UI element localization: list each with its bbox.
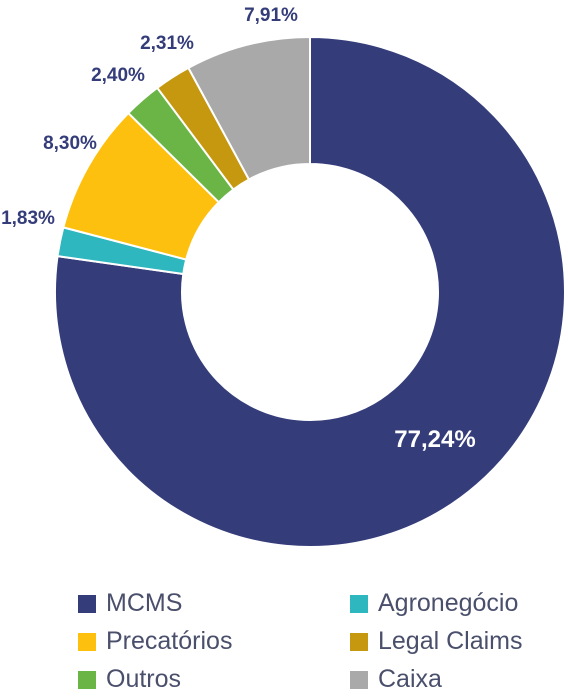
data-label-agronegócio: 1,83%: [1, 208, 55, 229]
legend-label: Legal Claims: [378, 627, 523, 655]
data-label-outros: 2,40%: [91, 65, 145, 86]
legend-swatch: [78, 670, 96, 689]
legend-swatch: [350, 670, 368, 689]
data-label-caixa: 7,91%: [244, 5, 298, 26]
legend-item-outros: Outros: [78, 665, 181, 694]
legend-item-caixa: Caixa: [350, 665, 442, 694]
legend-item-legal-claims: Legal Claims: [350, 627, 523, 656]
legend-label: Precatórios: [106, 627, 233, 655]
legend-swatch: [78, 632, 96, 651]
legend-swatch: [78, 594, 96, 613]
legend-label: Outros: [106, 665, 182, 693]
legend-item-mcms: MCMS: [78, 589, 182, 618]
legend-item-precatórios: Precatórios: [78, 627, 232, 656]
legend-item-agronegócio: Agronegócio: [350, 589, 518, 618]
legend-label: MCMS: [106, 589, 183, 617]
legend-swatch: [350, 594, 368, 613]
slice-mcms: [54, 35, 566, 548]
legend-swatch: [350, 632, 368, 651]
donut-chart: 77,24% 1,83% 8,30% 2,40% 2,31% 7,91%: [1, 5, 566, 548]
legend-label: Agronegócio: [378, 589, 519, 617]
legend-label: Caixa: [378, 665, 442, 693]
chart-legend: MCMS Agronegócio Precatórios Legal Claims Ou…: [0, 585, 568, 697]
data-label-legal-claims: 2,31%: [140, 33, 194, 54]
data-label-precatórios: 8,30%: [43, 133, 97, 154]
data-label-mcms: 77,24%: [394, 426, 475, 453]
slice-caixa: [187, 35, 311, 181]
